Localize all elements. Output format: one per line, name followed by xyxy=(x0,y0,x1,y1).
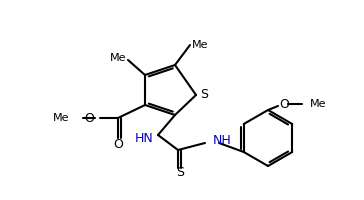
Text: HN: HN xyxy=(135,132,154,146)
Text: NH: NH xyxy=(213,134,232,148)
Text: O: O xyxy=(113,138,123,150)
Text: S: S xyxy=(200,88,208,102)
Text: S: S xyxy=(176,166,184,180)
Text: Me: Me xyxy=(310,99,327,109)
Text: Me: Me xyxy=(192,40,208,50)
Text: Me: Me xyxy=(52,113,69,123)
Text: O: O xyxy=(279,98,289,110)
Text: O: O xyxy=(84,112,94,124)
Text: Me: Me xyxy=(110,53,126,63)
